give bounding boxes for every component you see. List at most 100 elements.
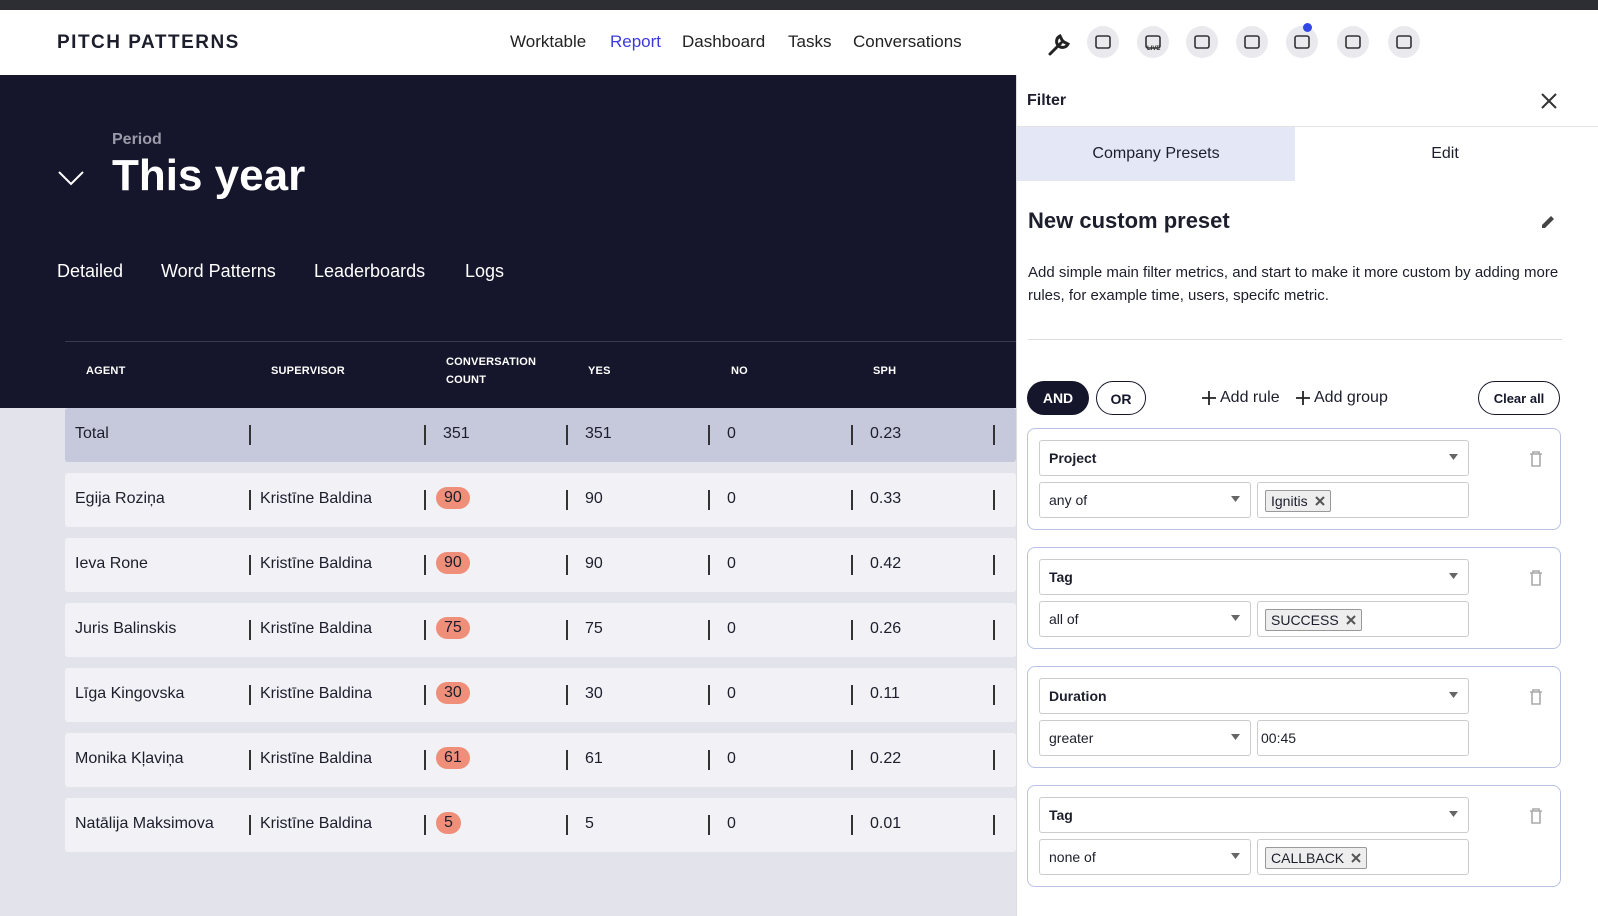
value-input[interactable]: 00:45 [1257, 720, 1469, 756]
count-badge: 90 [436, 487, 470, 509]
table-row[interactable]: Ieva Rone Kristīne Baldina 90 90 0 0.42 [65, 538, 1016, 592]
dropdown-arrow [1449, 692, 1458, 698]
add-action[interactable]: Add rule [1202, 389, 1280, 407]
tag-label: SUCCESS [1271, 612, 1339, 628]
wrench-icon[interactable] [1046, 30, 1074, 58]
column-separator [851, 620, 853, 640]
nav-link[interactable]: Report [610, 32, 662, 51]
report-tab[interactable]: Logs [465, 261, 505, 281]
operator-select[interactable]: none of [1039, 839, 1251, 875]
column-separator [424, 750, 426, 770]
table-row[interactable]: Egija Roziņa Kristīne Baldina 90 90 0 0.33 [65, 473, 1016, 527]
icon-glyph [1194, 35, 1210, 49]
tag-chip[interactable]: Ignitis [1265, 490, 1331, 512]
add-action[interactable]: Add group [1296, 389, 1388, 407]
table-cell: 75 [585, 620, 603, 637]
field-select[interactable]: Tag [1039, 559, 1469, 595]
table-cell: Natālija Maksimova [75, 815, 214, 832]
column-separator [993, 620, 995, 640]
header-icon[interactable]: LIVE [1137, 26, 1169, 58]
header-icon[interactable] [1388, 26, 1420, 58]
chip-remove[interactable] [1314, 496, 1325, 506]
nav-link[interactable]: Dashboard [682, 32, 766, 51]
delete-rule[interactable] [1529, 570, 1543, 591]
delete-rule[interactable] [1529, 808, 1543, 829]
column-separator [566, 815, 568, 835]
value-input[interactable]: Ignitis [1257, 482, 1469, 518]
column-separator [424, 490, 426, 510]
edit-icon[interactable] [1539, 213, 1557, 231]
column-separator [993, 815, 995, 835]
tag-chip[interactable]: CALLBACK [1265, 847, 1368, 869]
rule-card: Tag none of CALLBACK [1027, 785, 1561, 887]
filter-tab[interactable]: Company Presets [1092, 145, 1220, 162]
divider [65, 341, 1016, 342]
table-row[interactable]: Monika Kļaviņa Kristīne Baldina 61 61 0 0.22 [65, 733, 1016, 787]
table-row[interactable]: Natālija Maksimova Kristīne Baldina 5 5 0 0.0… [65, 798, 1016, 852]
logo[interactable]: PITCH PATTERNS [57, 32, 240, 53]
header-icon[interactable] [1286, 23, 1318, 58]
table-cell: 0.22 [870, 750, 902, 767]
column-separator [993, 685, 995, 705]
table-cell: 0 [727, 425, 736, 442]
column-separator [851, 490, 853, 510]
report-tab[interactable]: Leaderboards [314, 261, 426, 281]
count-badge: 90 [436, 552, 470, 574]
operator-select[interactable]: all of [1039, 601, 1251, 637]
table-row[interactable]: Total 351 351 0 0.23 [65, 408, 1016, 462]
table-row[interactable]: Juris Balinskis Kristīne Baldina 75 75 0 0.26 [65, 603, 1016, 657]
delete-rule[interactable] [1529, 689, 1543, 710]
column-separator [851, 685, 853, 705]
live-label: LIVE [1147, 46, 1161, 52]
chip-remove[interactable] [1351, 853, 1361, 863]
value-input[interactable]: SUCCESS [1257, 601, 1469, 637]
operator-select[interactable]: greater [1039, 720, 1251, 756]
divider [1017, 126, 1598, 127]
period-value[interactable]: This year [112, 151, 306, 200]
tag-chip[interactable]: SUCCESS [1265, 609, 1362, 631]
nav-link[interactable]: Worktable [510, 32, 587, 51]
table-row[interactable]: Līga Kingovska Kristīne Baldina 30 30 0 0.11 [65, 668, 1016, 722]
column-separator [708, 685, 710, 705]
nav-link[interactable]: Tasks [788, 32, 832, 51]
column-separator [249, 425, 251, 445]
or-button[interactable]: OR [1096, 381, 1146, 415]
report-tab[interactable]: Detailed [57, 261, 124, 281]
and-button[interactable]: AND [1027, 381, 1089, 415]
column-separator [566, 620, 568, 640]
plus-icon [1296, 391, 1310, 405]
report-tab[interactable]: Word Patterns [161, 261, 276, 281]
add-action-label: Add group [1314, 389, 1388, 406]
value-input[interactable]: CALLBACK [1257, 839, 1469, 875]
column-separator [993, 555, 995, 575]
column-separator [249, 685, 251, 705]
delete-rule-glyph [1530, 570, 1542, 586]
delete-rule[interactable] [1529, 451, 1543, 472]
operator-label: all of [1049, 611, 1079, 627]
field-select[interactable]: Duration [1039, 678, 1469, 714]
close-button[interactable] [1540, 92, 1558, 110]
rule-card: Duration greater 00:45 [1027, 666, 1561, 768]
dropdown-arrow [1449, 454, 1458, 460]
field-label: Project [1049, 450, 1097, 466]
period-chevron[interactable] [57, 170, 85, 186]
dropdown-arrow [1449, 573, 1458, 579]
table-cell: 0 [727, 685, 736, 702]
operator-select[interactable]: any of [1039, 482, 1251, 518]
header-icon[interactable] [1186, 26, 1218, 58]
chip-remove[interactable] [1345, 615, 1356, 625]
column-separator [424, 685, 426, 705]
column-separator [566, 555, 568, 575]
header-icon[interactable] [1087, 26, 1119, 58]
column-separator [249, 815, 251, 835]
header-icon[interactable] [1337, 26, 1369, 58]
field-select[interactable]: Tag [1039, 797, 1469, 833]
filter-tab[interactable]: Edit [1431, 145, 1459, 162]
header-icon[interactable] [1236, 26, 1268, 58]
field-select[interactable]: Project [1039, 440, 1469, 476]
table-cell: 0.23 [870, 425, 902, 442]
nav-link[interactable]: Conversations [853, 32, 962, 51]
clear-all-button[interactable]: Clear all [1478, 381, 1560, 415]
table-cell: 0 [727, 750, 736, 767]
